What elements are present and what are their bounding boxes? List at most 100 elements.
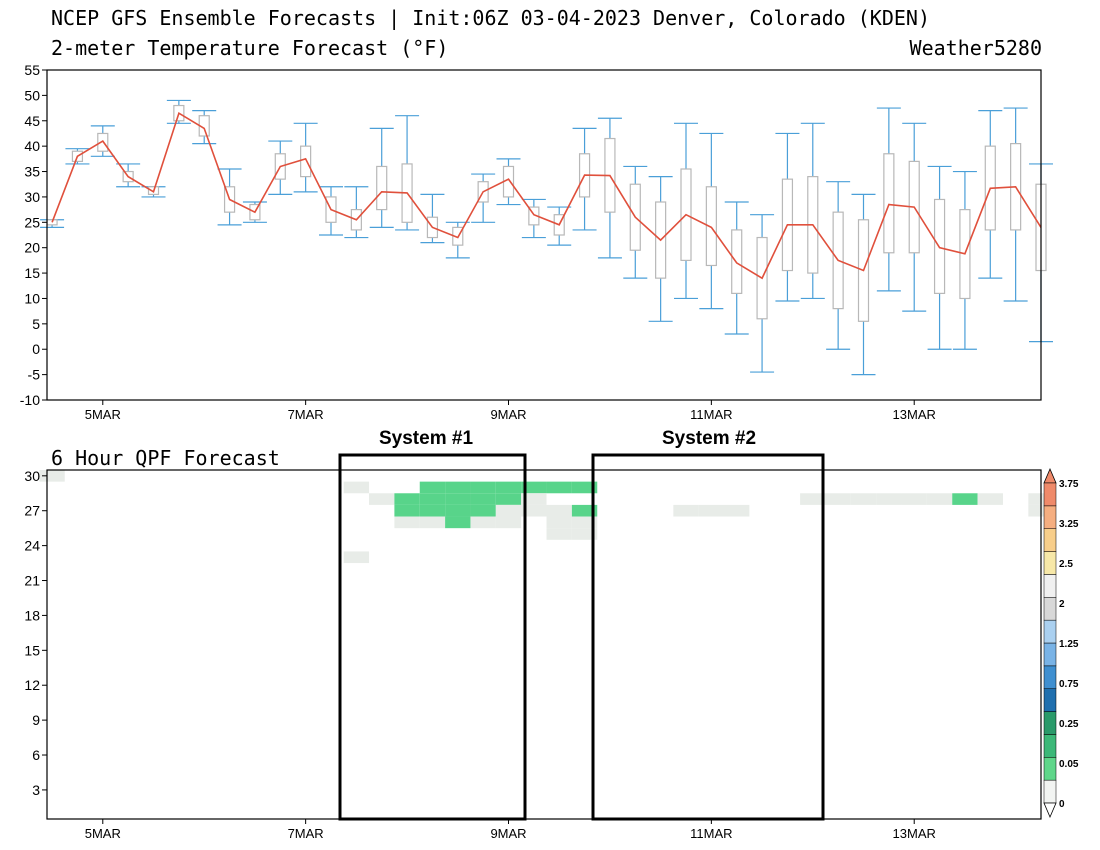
x-tick-label: 11MAR bbox=[690, 826, 732, 841]
ensemble-box bbox=[166, 99, 191, 124]
ensemble-box bbox=[750, 214, 775, 373]
qpf-cell bbox=[394, 504, 420, 517]
qpf-plot-frame bbox=[46, 469, 1042, 820]
system-1-box bbox=[338, 453, 527, 821]
x-tick-label: 11MAR bbox=[690, 407, 732, 422]
y-tick-label: 3 bbox=[32, 782, 40, 798]
ensemble-box bbox=[648, 176, 673, 322]
qpf-cell bbox=[495, 481, 522, 494]
colorbar-swatch bbox=[1043, 619, 1057, 644]
ensemble-box bbox=[420, 193, 445, 244]
ensemble-box bbox=[674, 122, 698, 300]
qpf-cell bbox=[495, 504, 522, 517]
qpf-cell bbox=[419, 481, 446, 494]
y-tick-label: 21 bbox=[24, 573, 40, 589]
colorbar-bottom-arrow bbox=[1043, 802, 1057, 819]
qpf-cell bbox=[952, 493, 978, 505]
qpf-cell bbox=[445, 516, 471, 529]
y-tick-label: 24 bbox=[24, 538, 40, 554]
iqr-box bbox=[300, 145, 312, 178]
y-tick-label: 9 bbox=[32, 712, 40, 728]
colorbar-tick-label: 0.05 bbox=[1059, 759, 1079, 770]
colorbar-swatch bbox=[1043, 597, 1057, 621]
qpf-cell bbox=[470, 504, 496, 517]
qpf-cell bbox=[445, 504, 471, 517]
system-2-label: System #2 bbox=[662, 428, 757, 449]
x-tick-label: 7MAR bbox=[288, 826, 324, 841]
iqr-box bbox=[376, 165, 388, 211]
colorbar-tick-label: 2.5 bbox=[1059, 559, 1073, 570]
ensemble-box bbox=[369, 127, 394, 228]
y-tick-label: 30 bbox=[24, 468, 40, 484]
x-tick-label: 13MAR bbox=[893, 407, 936, 422]
colorbar-swatch bbox=[1043, 665, 1057, 689]
qpf-cell bbox=[495, 493, 522, 505]
x-tick-label: 9MAR bbox=[490, 826, 526, 841]
y-tick-label: 10 bbox=[24, 290, 40, 306]
mean-temperature-line bbox=[51, 111, 1042, 280]
colorbar-tick-label: 3.25 bbox=[1059, 519, 1079, 530]
qpf-heatmap: 3 6 9 12 15 18 21 24 27 30 5MAR 7MAR 9MAR 11MAR 13MAR 0… bbox=[24, 453, 1079, 841]
chart-title: NCEP GFS Ensemble Forecasts | Init:06Z 0… bbox=[51, 6, 930, 30]
y-tick-label: -10 bbox=[20, 392, 40, 408]
colorbar-tick-label: 1.25 bbox=[1059, 639, 1079, 650]
y-tick-label: 6 bbox=[32, 747, 40, 763]
ensemble-box bbox=[699, 132, 724, 310]
ensemble-box bbox=[775, 132, 800, 302]
colorbar-swatch bbox=[1043, 642, 1057, 667]
ensemble-box bbox=[876, 107, 901, 292]
qpf-cell bbox=[470, 493, 496, 505]
colorbar-tick-label: 0 bbox=[1059, 799, 1065, 810]
ensemble-box bbox=[1003, 107, 1028, 302]
qpf-cell bbox=[394, 493, 420, 505]
qpf-cell bbox=[521, 493, 547, 505]
qpf-cell bbox=[419, 493, 446, 505]
ensemble-box bbox=[800, 122, 825, 300]
iqr-box bbox=[705, 186, 717, 267]
y-tick-label: 15 bbox=[24, 642, 40, 658]
ensemble-box bbox=[496, 158, 521, 206]
colorbar-tick-label: 0.75 bbox=[1059, 679, 1079, 690]
ensemble-box bbox=[445, 221, 470, 259]
y-tick-label: 0 bbox=[32, 341, 40, 357]
colorbar-swatch bbox=[1043, 688, 1057, 712]
ensemble-box bbox=[293, 122, 318, 193]
colorbar-swatch bbox=[1043, 482, 1057, 507]
ensemble-box bbox=[927, 165, 952, 350]
qpf-cell bbox=[800, 493, 826, 505]
qpf-cell bbox=[343, 551, 370, 564]
ensemble-box bbox=[826, 181, 851, 350]
y-tick-label: 45 bbox=[24, 113, 40, 129]
y-tick-label: 25 bbox=[24, 214, 40, 230]
ensemble-box bbox=[851, 193, 876, 376]
qpf-cell bbox=[571, 528, 598, 540]
ensemble-box bbox=[572, 127, 597, 231]
qpf-cell bbox=[850, 493, 877, 505]
qpf-cell bbox=[445, 481, 471, 494]
ensemble-box bbox=[952, 170, 977, 350]
colorbar-swatch bbox=[1043, 551, 1057, 575]
qpf-title: 6 Hour QPF Forecast bbox=[51, 446, 280, 470]
ensemble-box bbox=[192, 110, 217, 145]
qpf-cell bbox=[495, 516, 522, 529]
qpf-cell bbox=[546, 528, 572, 540]
qpf-cell bbox=[470, 516, 496, 529]
qpf-cell bbox=[546, 516, 572, 529]
qpf-cell bbox=[673, 504, 699, 517]
qpf-cell bbox=[571, 516, 598, 529]
qpf-cell bbox=[876, 493, 902, 505]
ensemble-box bbox=[623, 165, 648, 279]
x-tick-label: 9MAR bbox=[490, 407, 526, 422]
y-tick-label: 55 bbox=[24, 62, 40, 78]
qpf-cell bbox=[369, 493, 395, 505]
colorbar-swatch bbox=[1043, 528, 1057, 552]
system-2-box bbox=[591, 453, 825, 821]
colorbar-tick-label: 2 bbox=[1059, 599, 1065, 610]
colorbar-tick-label: 3.75 bbox=[1059, 479, 1079, 490]
qpf-cell bbox=[39, 470, 65, 482]
qpf-cell bbox=[546, 504, 572, 517]
chart-subtitle: 2-meter Temperature Forecast (°F) bbox=[51, 36, 449, 60]
system-1-label: System #1 bbox=[379, 428, 474, 449]
x-tick-label: 7MAR bbox=[288, 407, 324, 422]
